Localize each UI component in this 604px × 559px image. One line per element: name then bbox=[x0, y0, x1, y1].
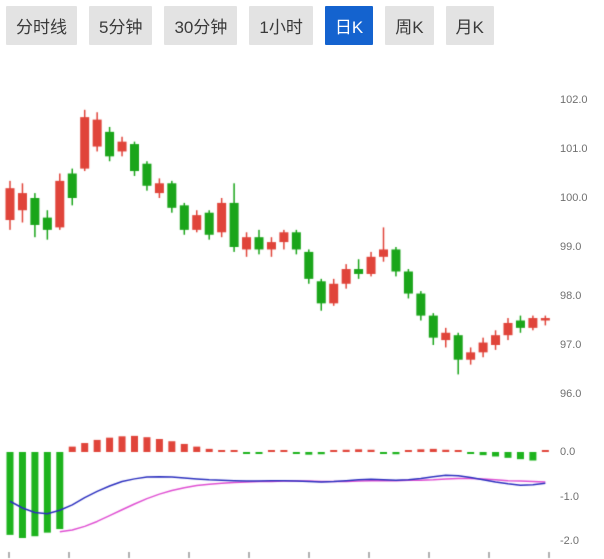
y-axis-label: 97.0 bbox=[560, 339, 582, 351]
macd-axis-label: -2.0 bbox=[560, 535, 579, 547]
tab-5min[interactable]: 5分钟 bbox=[89, 6, 153, 45]
tab-30min[interactable]: 30分钟 bbox=[164, 6, 238, 45]
macd-axis-label: -1.0 bbox=[560, 491, 579, 503]
candlestick-macd-chart[interactable] bbox=[0, 45, 604, 559]
y-axis-label: 98.0 bbox=[560, 290, 582, 302]
y-axis-label: 102.0 bbox=[560, 94, 588, 106]
chart-area bbox=[0, 45, 604, 559]
y-axis-label: 100.0 bbox=[560, 192, 588, 204]
period-tabbar: 分时线 5分钟 30分钟 1小时 日K 周K 月K bbox=[0, 0, 604, 45]
tab-1hour[interactable]: 1小时 bbox=[249, 6, 313, 45]
tab-daily-k[interactable]: 日K bbox=[324, 6, 374, 45]
tab-timeline[interactable]: 分时线 bbox=[6, 6, 77, 45]
y-axis-label: 99.0 bbox=[560, 241, 582, 253]
tab-weekly-k[interactable]: 周K bbox=[385, 6, 434, 45]
macd-axis-label: 0.0 bbox=[560, 446, 576, 458]
tab-monthly-k[interactable]: 月K bbox=[445, 6, 494, 45]
y-axis-label: 96.0 bbox=[560, 388, 582, 400]
y-axis-label: 101.0 bbox=[560, 143, 588, 155]
